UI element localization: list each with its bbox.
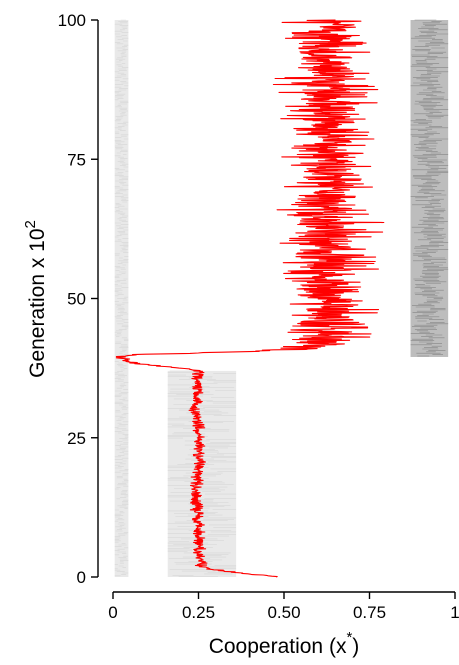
x-tick-label: 1 <box>450 603 459 622</box>
x-axis-ticks: 0 0.25 0.50 0.75 1 <box>108 592 459 622</box>
axes: 0 0.25 0.50 0.75 1 0 25 50 75 100 <box>58 11 459 622</box>
y-axis-ticks: 0 25 50 75 100 <box>58 11 98 587</box>
x-tick-label: 0.25 <box>182 603 215 622</box>
x-tick-label: 0.50 <box>267 603 300 622</box>
x-axis-title: Cooperation (x*) <box>209 629 360 658</box>
mean-cooperation-series <box>115 19 385 578</box>
population-trace <box>410 19 449 357</box>
population-traces <box>114 19 449 577</box>
x-tick-label: 0.75 <box>353 603 386 622</box>
x-tick-label: 0 <box>108 603 117 622</box>
y-axis-title: Generation x 102 <box>22 220 49 378</box>
y-tick-label: 75 <box>67 150 86 169</box>
mean-cooperation-line <box>115 19 385 578</box>
population-trace <box>114 19 129 577</box>
y-tick-label: 100 <box>58 11 86 30</box>
y-tick-label: 50 <box>67 290 86 309</box>
y-tick-label: 0 <box>77 568 86 587</box>
y-tick-label: 25 <box>67 429 86 448</box>
